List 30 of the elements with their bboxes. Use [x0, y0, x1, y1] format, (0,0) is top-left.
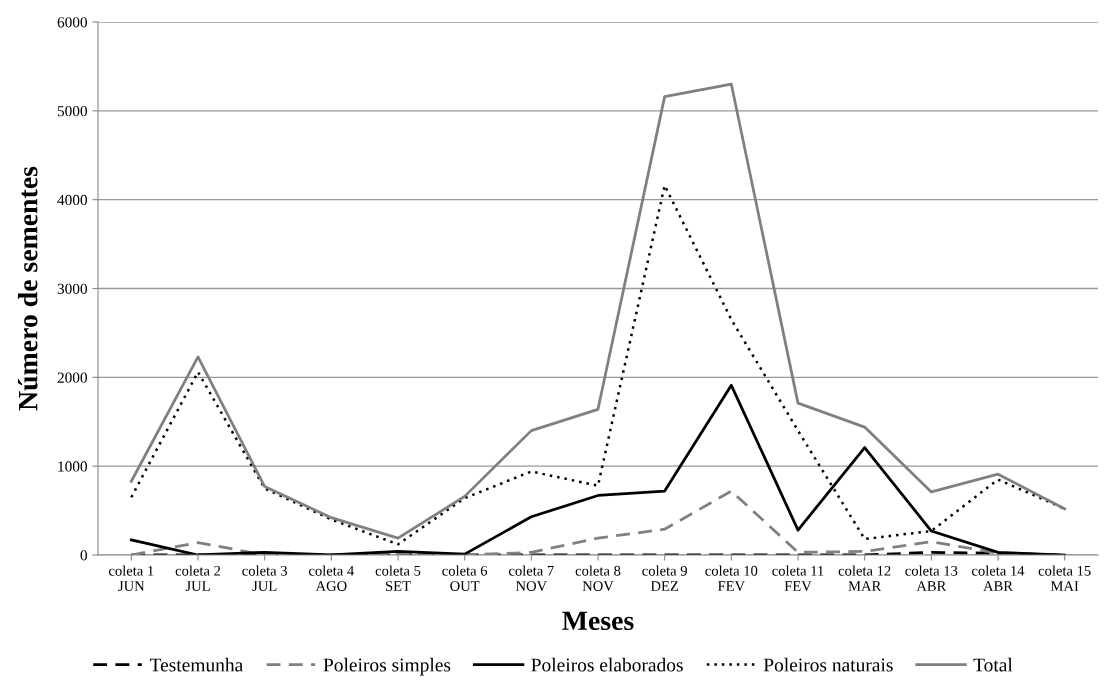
x-tick-label: coleta 7 NOV — [509, 565, 554, 592]
x-tick-label: coleta 6 OUT — [442, 565, 488, 591]
legend-label: Poleiros simples — [323, 657, 451, 676]
x-tick-label: coleta 4 AGO — [309, 565, 354, 591]
x-tick-label: coleta 1 JUN — [109, 565, 154, 591]
x-tick-label: coleta 12 MAR — [838, 565, 891, 591]
y-tick-label: 4000 — [57, 194, 87, 206]
x-tick-label: coleta 8 NOV — [575, 565, 621, 592]
legend-label: Poleiros naturais — [763, 657, 893, 672]
legend-label: Total — [973, 657, 1013, 672]
x-tick-label: coleta 14 ABR — [972, 565, 1025, 591]
x-tick-label: coleta 5 SET — [375, 565, 421, 591]
x-tick-label: coleta 11 FEV — [772, 565, 824, 592]
x-tick-label: coleta 10 FEV — [705, 565, 758, 592]
x-tick-label: coleta 3 JUL — [242, 565, 287, 591]
line-series — [129, 82, 1067, 540]
x-axis-title: Meses — [562, 611, 634, 631]
y-tick-label: 2000 — [57, 372, 87, 383]
y-tick-label: 1000 — [58, 461, 87, 472]
y-tick-label: 6000 — [57, 17, 87, 28]
legend-label: Poleiros elaborados — [531, 657, 683, 672]
legend-label: Testemunha — [149, 657, 243, 672]
x-tick-label: coleta 15 MAI — [1038, 565, 1091, 591]
y-tick-label: 0 — [80, 550, 87, 561]
x-tick-label: coleta 9 DEZ — [642, 565, 687, 591]
y-axis-title: Número de sementes — [17, 166, 38, 411]
y-tick-label: 3000 — [57, 283, 87, 294]
x-tick-label: coleta 13 ABR — [905, 565, 958, 591]
y-tick-label: 5000 — [57, 105, 87, 117]
x-tick-label: coleta 2 JUL — [175, 565, 221, 591]
